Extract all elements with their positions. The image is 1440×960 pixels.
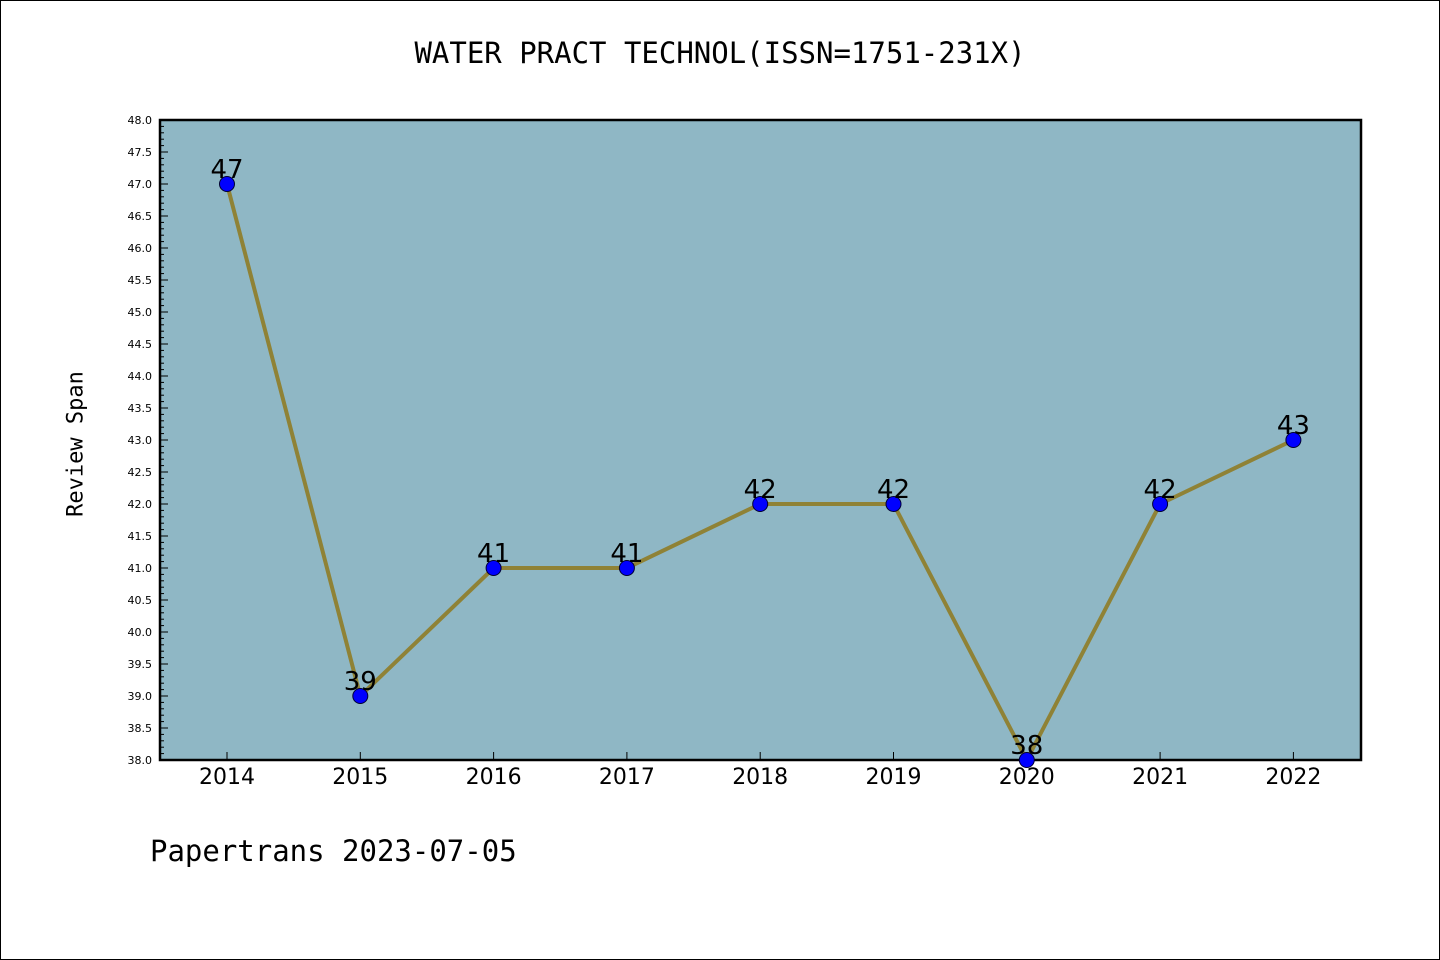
y-tick-label: 41.0 [128,562,153,575]
series-markers [219,176,1302,768]
y-tick-label: 38.5 [128,722,153,735]
data-label: 43 [1277,411,1310,441]
x-tick-label: 2015 [332,765,388,790]
data-label: 42 [1144,475,1177,505]
data-point [1152,496,1169,512]
y-tick-label: 41.5 [128,530,153,543]
y-tick-label: 45.0 [128,306,153,319]
y-tick-label: 42.5 [128,466,153,479]
chart-title: WATER PRACT TECHNOL(ISSN=1751-231X) [414,36,1026,70]
data-label: 42 [744,475,777,505]
y-tick-label: 44.5 [128,338,153,351]
data-point [219,176,235,192]
data-label: 42 [877,475,910,505]
plot-area [158,118,1363,762]
data-label: 47 [210,155,243,185]
y-tick-label: 39.5 [128,658,153,671]
x-tick-label: 2019 [866,765,922,790]
data-point [1285,432,1302,448]
data-point [352,688,369,704]
y-tick-label: 42.0 [128,498,153,511]
data-point [752,496,769,512]
y-tick-label: 45.5 [128,274,153,287]
data-point [885,496,902,512]
y-tick-label: 47.0 [128,178,153,191]
x-tick-label: 2017 [599,765,655,790]
y-axis: 38.0 38.5 39.0 39.5 40.0 40.5 41.0 41.5 42.0 42.5… [128,114,168,767]
x-tick-label: 2018 [732,765,788,790]
y-tick-label: 40.5 [128,594,153,607]
y-tick-label: 38.0 [128,754,153,767]
y-tick-label: 39.0 [128,690,153,703]
y-tick-label: 47.5 [128,146,153,159]
data-point [618,560,635,576]
data-label: 39 [344,667,377,697]
y-tick-label: 44.0 [128,370,153,383]
x-axis: 2014 2015 2016 2017 2018 2019 2020 2021 2022 [199,752,1321,790]
y-tick-label: 46.0 [128,242,153,255]
y-tick-label: 46.5 [128,210,153,223]
data-label: 41 [610,539,643,569]
data-labels: 47 39 41 41 42 42 38 42 43 [210,155,1309,761]
footer-text: Papertrans 2023-07-05 [150,834,517,868]
data-point [1018,752,1035,768]
y-tick-label: 43.0 [128,434,153,447]
y-tick-label: 43.5 [128,402,153,415]
y-tick-label: 48.0 [128,114,153,127]
x-tick-label: 2022 [1265,765,1321,790]
data-label: 41 [477,539,510,569]
x-tick-label: 2021 [1132,765,1188,790]
x-tick-label: 2020 [999,765,1055,790]
y-tick-label: 40.0 [128,626,153,639]
x-tick-label: 2014 [199,765,255,790]
data-point [485,560,502,576]
x-tick-label: 2016 [466,765,522,790]
data-label: 38 [1010,731,1043,761]
